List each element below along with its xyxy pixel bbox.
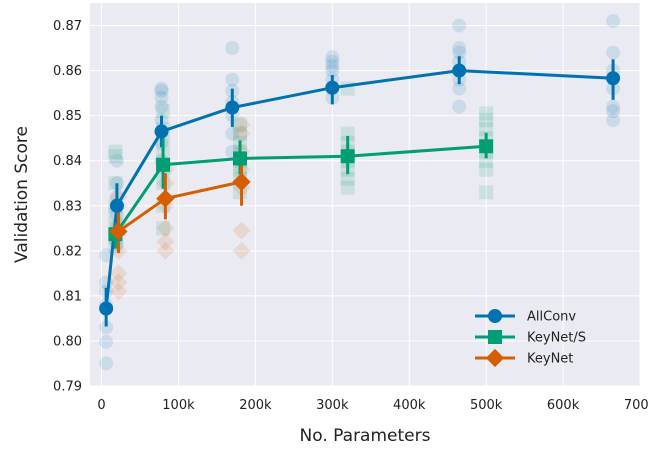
run-point: [232, 124, 251, 143]
run-point: [340, 171, 355, 186]
run-point: [156, 219, 175, 238]
data-point: [154, 124, 169, 139]
data-point: [325, 80, 340, 95]
run-point: [154, 83, 169, 98]
run-point: [340, 180, 355, 195]
x-tick-label: 600k: [547, 398, 580, 413]
run-point: [340, 126, 355, 141]
run-point: [225, 41, 240, 56]
run-point: [109, 153, 124, 168]
run-point: [154, 90, 169, 105]
y-tick-label: 0.85: [53, 109, 82, 124]
run-point: [225, 126, 240, 141]
data-point: [109, 198, 124, 213]
data-point: [606, 71, 621, 86]
run-point: [232, 221, 251, 240]
run-point: [452, 81, 467, 96]
run-point: [479, 185, 494, 200]
run-point: [154, 81, 169, 96]
data-point: [233, 151, 247, 166]
run-point: [452, 45, 467, 60]
y-tick-label: 0.80: [53, 334, 82, 349]
run-point: [99, 356, 114, 371]
data-point: [225, 100, 240, 115]
series-markers: [99, 63, 621, 316]
x-tick-label: 0: [97, 398, 105, 413]
run-point: [452, 99, 467, 114]
run-point: [156, 221, 171, 236]
legend-label: KeyNet/S: [527, 331, 586, 346]
plot-background: [90, 3, 640, 386]
legend-label: KeyNet: [527, 352, 573, 367]
run-point: [606, 14, 621, 29]
run-point: [108, 176, 123, 191]
run-point: [325, 59, 340, 74]
run-point: [108, 149, 123, 164]
y-tick-label: 0.81: [53, 289, 82, 304]
run-point: [479, 153, 494, 168]
x-tick-label: 100k: [162, 398, 195, 413]
legend-marker: [488, 309, 502, 323]
run-point: [325, 50, 340, 65]
run-point: [606, 113, 621, 128]
legend-marker: [488, 330, 502, 344]
run-point: [479, 113, 494, 128]
run-point: [606, 45, 621, 60]
x-tick-label: 700k: [624, 398, 649, 413]
x-tick-labels: 0 100k 200k 300k 400k 500k 600k 700k: [97, 398, 649, 413]
run-point: [109, 273, 128, 292]
run-point: [154, 99, 169, 114]
run-point: [325, 54, 340, 69]
run-point: [156, 232, 175, 251]
x-tick-label: 300k: [316, 398, 349, 413]
run-point: [452, 41, 467, 56]
data-point: [340, 149, 355, 164]
run-point: [109, 264, 128, 283]
legend-label: AllConv: [527, 310, 576, 325]
x-tick-label: 500k: [470, 398, 503, 413]
data-point: [156, 157, 171, 172]
y-tick-labels: 0.79 0.80 0.81 0.82 0.83 0.84 0.85 0.86 0.87: [53, 19, 82, 394]
run-point: [99, 334, 114, 349]
run-point: [452, 18, 467, 33]
run-point: [479, 106, 494, 121]
x-tick-label: 400k: [393, 398, 426, 413]
y-tick-label: 0.83: [53, 199, 82, 214]
grid: [90, 3, 641, 387]
data-point: [232, 172, 251, 191]
legend-marker: [485, 348, 505, 368]
run-point: [156, 241, 175, 260]
run-point: [233, 117, 247, 132]
y-axis-label: Validation Score: [12, 126, 32, 263]
run-point: [232, 115, 251, 134]
y-tick-label: 0.84: [53, 154, 82, 169]
data-point: [109, 222, 128, 241]
run-point: [479, 162, 494, 177]
y-tick-label: 0.79: [53, 380, 82, 395]
x-axis-label: No. Parameters: [300, 426, 431, 446]
y-tick-label: 0.86: [53, 64, 82, 79]
run-point: [225, 72, 240, 87]
run-point: [156, 104, 171, 119]
run-point: [99, 320, 114, 335]
data-point: [99, 301, 114, 316]
run-point: [606, 99, 621, 114]
data-point: [452, 63, 467, 78]
y-tick-label: 0.87: [53, 19, 82, 34]
run-point: [325, 63, 340, 78]
run-point: [479, 122, 494, 137]
y-tick-label: 0.82: [53, 244, 82, 259]
legend: AllConv KeyNet/S KeyNet: [475, 309, 586, 368]
run-point: [233, 126, 247, 141]
run-point: [99, 248, 114, 263]
x-tick-label: 200k: [239, 398, 272, 413]
run-point: [108, 144, 123, 159]
run-point: [606, 104, 621, 119]
data-point: [479, 139, 494, 154]
run-point: [109, 282, 128, 301]
run-point: [232, 241, 251, 260]
data-point: [156, 189, 175, 208]
